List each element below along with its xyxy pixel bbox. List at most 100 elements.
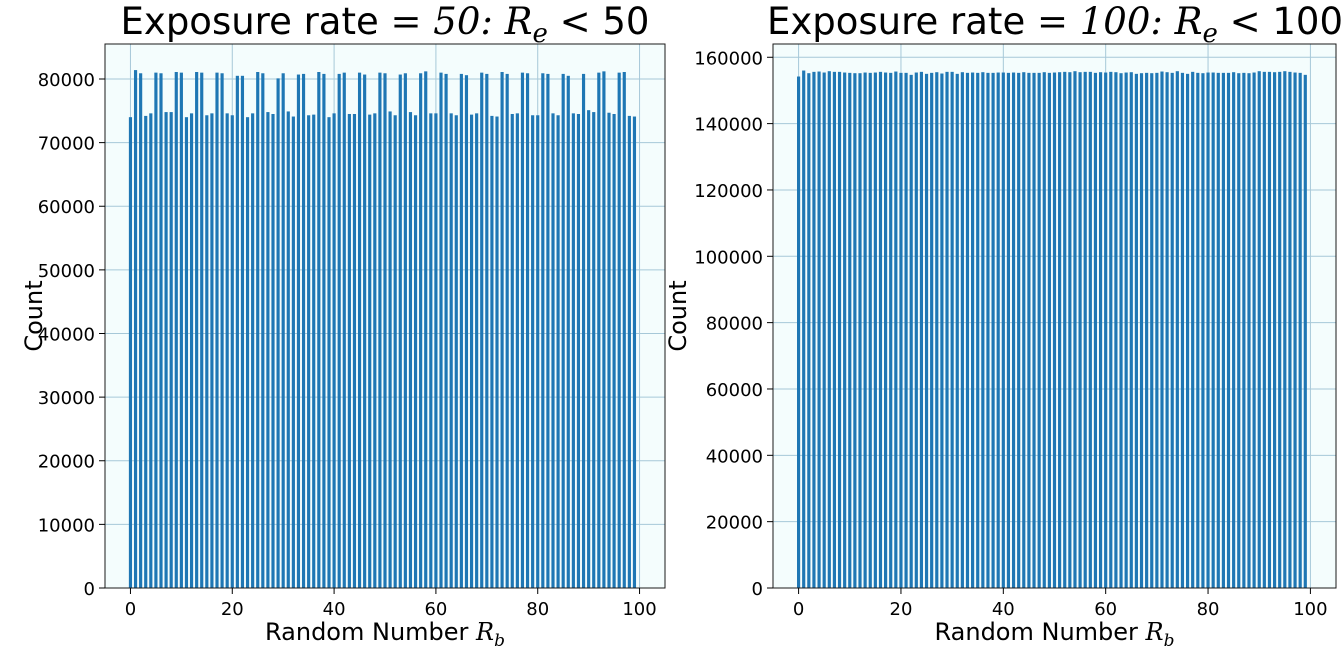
bar: [291, 116, 295, 588]
bar: [449, 113, 453, 588]
bar: [464, 75, 469, 589]
bar: [1134, 73, 1138, 589]
bar: [1206, 72, 1210, 588]
bar: [490, 115, 494, 589]
y-tick-label: 60000: [706, 380, 763, 401]
x-tick-label: 100: [622, 599, 656, 620]
bar: [868, 72, 872, 589]
bar: [873, 72, 877, 588]
bar: [413, 115, 418, 588]
bar: [848, 72, 852, 589]
bar: [1185, 73, 1190, 589]
bar: [924, 73, 929, 589]
x-tick-label: 40: [992, 599, 1015, 620]
bar: [301, 73, 306, 588]
x-tick-label: 0: [793, 599, 804, 620]
bar: [878, 71, 883, 589]
bar: [189, 113, 194, 588]
x-tick-label: 80: [526, 599, 549, 620]
bar: [220, 73, 224, 588]
bar: [256, 72, 260, 588]
bar: [271, 113, 275, 589]
bar: [230, 115, 234, 588]
bar: [363, 74, 367, 589]
bar: [899, 72, 903, 589]
y-tick-label: 20000: [38, 452, 95, 473]
bar: [1293, 72, 1297, 588]
bar: [1165, 72, 1169, 588]
bar: [1180, 72, 1185, 589]
bar: [551, 113, 555, 588]
bar: [971, 72, 975, 588]
bar: [373, 113, 377, 588]
bar: [571, 113, 575, 588]
bar: [1257, 71, 1261, 588]
bar: [469, 114, 474, 589]
bar: [312, 114, 316, 589]
bar: [807, 73, 811, 588]
bar: [200, 72, 204, 588]
bar: [342, 72, 346, 588]
bar: [1288, 71, 1292, 589]
bar: [1078, 72, 1082, 588]
bar: [1063, 71, 1067, 589]
bar: [139, 73, 143, 588]
bar: [1303, 74, 1307, 589]
y-tick-label: 20000: [706, 513, 763, 534]
bar: [388, 111, 392, 588]
x-tick-label: 20: [221, 599, 244, 620]
bar: [531, 115, 535, 588]
bar: [561, 73, 565, 588]
bar: [1196, 72, 1200, 589]
bar: [812, 71, 816, 589]
bar: [286, 111, 290, 588]
y-tick-label: 10000: [38, 515, 95, 536]
bar: [500, 72, 504, 588]
bar: [1129, 72, 1133, 588]
bar: [1145, 72, 1149, 589]
bar: [454, 115, 458, 588]
bar: [424, 71, 428, 589]
bar: [480, 72, 484, 588]
bar: [1032, 72, 1036, 589]
bar: [1052, 72, 1057, 588]
y-tick-label: 120000: [694, 181, 763, 202]
bar: [429, 113, 433, 588]
bar: [164, 112, 168, 588]
bar: [1042, 72, 1046, 588]
bar: [393, 115, 397, 588]
bar: [1278, 71, 1282, 589]
bar: [1267, 71, 1272, 589]
bar: [1011, 72, 1016, 588]
y-tick-label: 50000: [38, 261, 95, 282]
bar: [184, 117, 189, 589]
bar: [853, 73, 857, 588]
bar: [863, 72, 867, 588]
bar: [909, 74, 913, 589]
bar: [251, 113, 255, 588]
y-tick-label: 80000: [38, 70, 95, 91]
bar: [495, 116, 499, 588]
bar: [403, 73, 407, 588]
bar: [1237, 73, 1241, 588]
bar: [347, 113, 351, 589]
bar: [940, 73, 944, 588]
bar: [1201, 73, 1205, 588]
bar: [1037, 72, 1041, 589]
x-tick-label: 60: [424, 599, 447, 620]
y-tick-label: 0: [752, 579, 763, 600]
bar: [1226, 72, 1231, 589]
bar: [133, 70, 138, 589]
bar: [1298, 72, 1302, 589]
bar: [627, 115, 631, 589]
bar: [1098, 72, 1103, 588]
x-tick-label: 20: [890, 599, 913, 620]
bar: [205, 115, 209, 588]
bar: [1006, 72, 1011, 589]
bar: [510, 113, 514, 589]
y-tick-label: 0: [84, 579, 95, 600]
bar: [986, 72, 990, 589]
x-axis-label: Random Number Rb: [265, 618, 505, 651]
bar: [1022, 72, 1026, 588]
